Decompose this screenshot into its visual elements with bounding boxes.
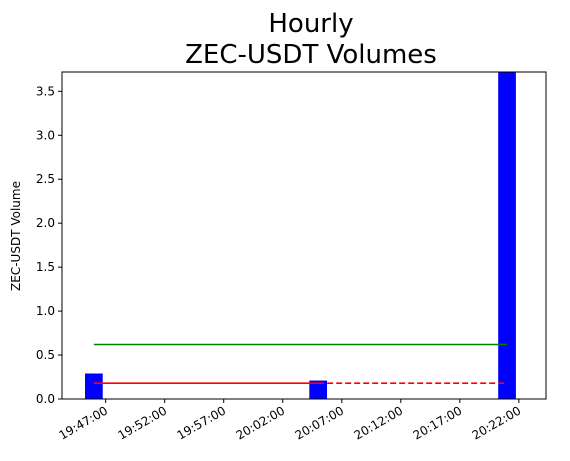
y-tick-label-3: 1.5 (36, 260, 55, 274)
bar-2 (498, 72, 516, 399)
x-tick-label-3: 20:02:00 (234, 403, 288, 442)
y-tick-label-7: 3.5 (36, 84, 55, 98)
y-tick-label-6: 3.0 (36, 128, 55, 142)
y-tick-label-5: 2.5 (36, 172, 55, 186)
x-tick-label-4: 20:07:00 (293, 403, 347, 442)
y-tick-label-4: 2.0 (36, 216, 55, 230)
y-tick-label-0: 0.0 (36, 392, 55, 406)
x-tick-label-5: 20:12:00 (352, 403, 406, 442)
chart-title-line-1: Hourly (268, 9, 353, 39)
y-tick-label-1: 0.5 (36, 348, 55, 362)
x-tick-label-6: 20:17:00 (411, 403, 465, 442)
chart-title: Hourly ZEC-USDT Volumes (185, 9, 437, 70)
bar-1 (309, 380, 328, 399)
y-tick-label-2: 1.0 (36, 304, 55, 318)
plot-frame (61, 71, 547, 400)
axes: 0.0 0.5 1.0 1.5 2.0 2.5 3.0 3.5 19:47:00 19:52:00… (36, 71, 547, 443)
x-tick-label-0: 19:47:00 (56, 403, 110, 442)
chart-title-line-2: ZEC-USDT Volumes (185, 40, 437, 70)
plot-area (85, 72, 516, 399)
x-tick-label-2: 19:57:00 (175, 403, 229, 442)
bar-0 (85, 373, 103, 399)
x-tick-label-7: 20:22:00 (470, 403, 524, 442)
y-axis-label: ZEC-USDT Volume (9, 181, 23, 291)
x-tick-label-1: 19:52:00 (116, 403, 170, 442)
